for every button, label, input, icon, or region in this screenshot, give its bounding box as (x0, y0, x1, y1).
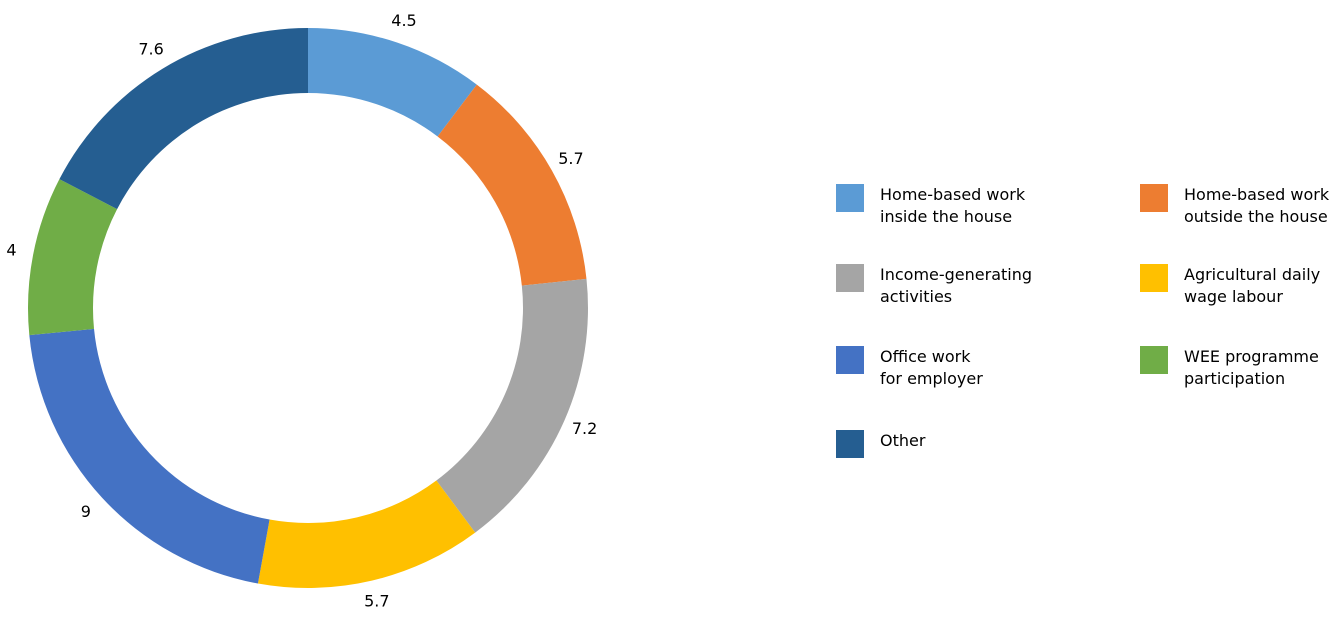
donut-segment (27, 179, 118, 336)
data-label: 5.7 (364, 592, 389, 611)
data-label: 4 (6, 240, 16, 259)
legend-swatch (1140, 184, 1168, 212)
legend-swatch (836, 346, 864, 374)
legend-swatch (836, 264, 864, 292)
legend-label: Other (880, 431, 926, 450)
donut-segment (29, 328, 270, 584)
legend-swatch (836, 184, 864, 212)
legend-label: Office work for employer (880, 347, 983, 388)
data-label: 4.5 (391, 11, 416, 30)
legend-item: Home-based work inside the house (836, 184, 1025, 228)
data-label: 9 (81, 502, 91, 521)
legend-swatch (1140, 346, 1168, 374)
data-label: 7.2 (572, 419, 597, 438)
legend-item: Home-based work outside the house (1140, 184, 1329, 228)
legend-label: Home-based work outside the house (1184, 185, 1330, 226)
data-label: 7.6 (138, 39, 163, 58)
chart: 4.5 5.7 7.2 5.7 9 4 7.6 (6, 11, 597, 611)
donut-segment (59, 28, 309, 210)
data-label: 5.7 (558, 149, 583, 168)
legend-item: Other (836, 430, 925, 458)
donut-segment (308, 28, 477, 137)
legend-item: Agricultural daily wage labour (1140, 264, 1320, 308)
legend-label: Income-generating activities (880, 265, 1033, 306)
legend-item: Income-generating activities (836, 264, 1032, 308)
donut-segment (437, 84, 587, 286)
legend-label: Home-based work inside the house (880, 185, 1026, 226)
legend-item: WEE programme participation (1140, 346, 1319, 390)
legend-swatch (836, 430, 864, 458)
donut-segment (257, 480, 476, 588)
legend-item: Office work for employer (836, 346, 983, 390)
legend-label: WEE programme participation (1184, 347, 1319, 388)
legend-swatch (1140, 264, 1168, 292)
donut-segment (436, 278, 588, 533)
legend-label: Agricultural daily wage labour (1184, 265, 1321, 306)
